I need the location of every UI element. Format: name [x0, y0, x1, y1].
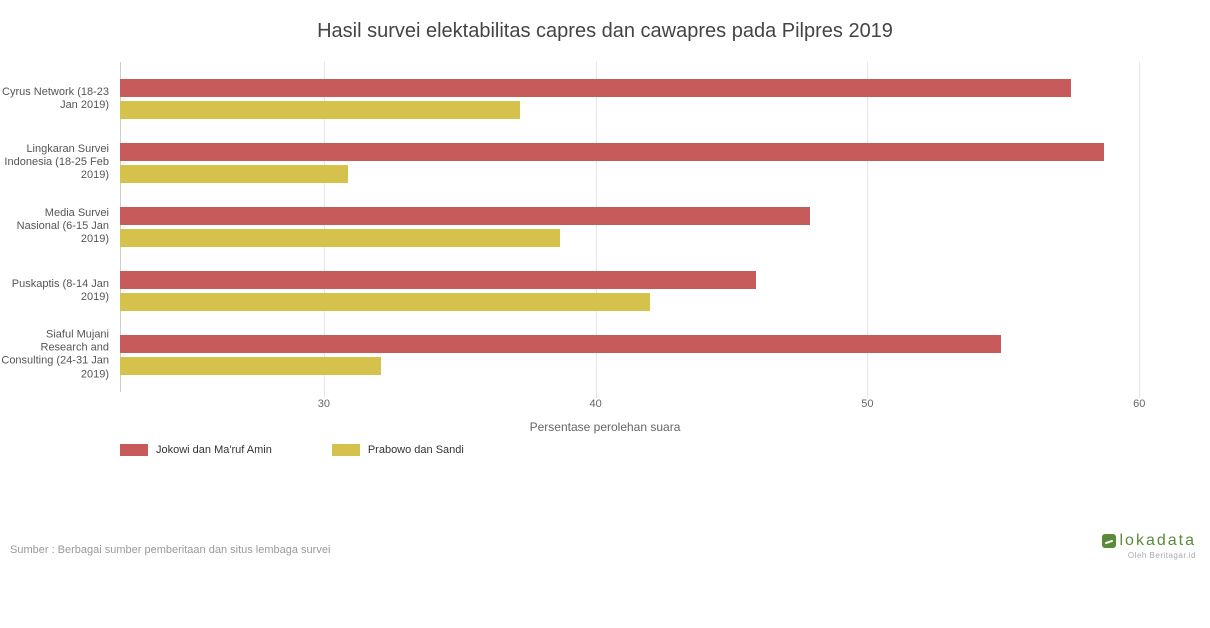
legend-item: Prabowo dan Sandi — [332, 444, 464, 456]
chart-container: Hasil survei elektabilitas capres dan ca… — [0, 0, 1210, 628]
plot-area — [120, 62, 1180, 392]
bar — [120, 335, 1001, 353]
bar — [120, 207, 810, 225]
x-tick-label: 40 — [590, 398, 602, 410]
chart-title: Hasil survei elektabilitas capres dan ca… — [0, 20, 1210, 43]
bar — [120, 165, 348, 183]
x-tick-label: 50 — [861, 398, 873, 410]
brand-subtitle: Oleh Beritagar.id — [1102, 551, 1197, 560]
source-text: Sumber : Berbagai sumber pemberitaan dan… — [10, 544, 330, 556]
y-category-label: Lingkaran Survei Indonesia (18-25 Feb 20… — [0, 143, 115, 183]
bar — [120, 293, 650, 311]
legend-swatch — [332, 444, 360, 456]
legend-item: Jokowi dan Ma'ruf Amin — [120, 444, 272, 456]
x-tick-label: 60 — [1133, 398, 1145, 410]
y-category-label: Puskaptis (8-14 Jan 2019) — [0, 278, 115, 304]
legend-swatch — [120, 444, 148, 456]
legend-label: Jokowi dan Ma'ruf Amin — [156, 444, 272, 456]
gridline — [1139, 62, 1140, 398]
bar — [120, 229, 560, 247]
bar — [120, 271, 756, 289]
legend: Jokowi dan Ma'ruf Amin Prabowo dan Sandi — [120, 444, 464, 456]
x-tick-label: 30 — [318, 398, 330, 410]
brand-name: lokadata — [1102, 532, 1197, 550]
brand-text: lokadata — [1120, 532, 1197, 550]
bar — [120, 101, 520, 119]
legend-label: Prabowo dan Sandi — [368, 444, 464, 456]
y-category-label: Siaful Mujani Research and Consulting (2… — [0, 329, 115, 382]
x-axis-title: Persentase perolehan suara — [0, 420, 1210, 434]
y-category-label: Media Survei Nasional (6-15 Jan 2019) — [0, 207, 115, 247]
bar — [120, 143, 1104, 161]
brand-icon — [1102, 534, 1116, 548]
bar — [120, 357, 381, 375]
y-category-label: Cyrus Network (18-23 Jan 2019) — [0, 86, 115, 112]
brand-logo: lokadata Oleh Beritagar.id — [1102, 532, 1197, 560]
bar — [120, 79, 1071, 97]
